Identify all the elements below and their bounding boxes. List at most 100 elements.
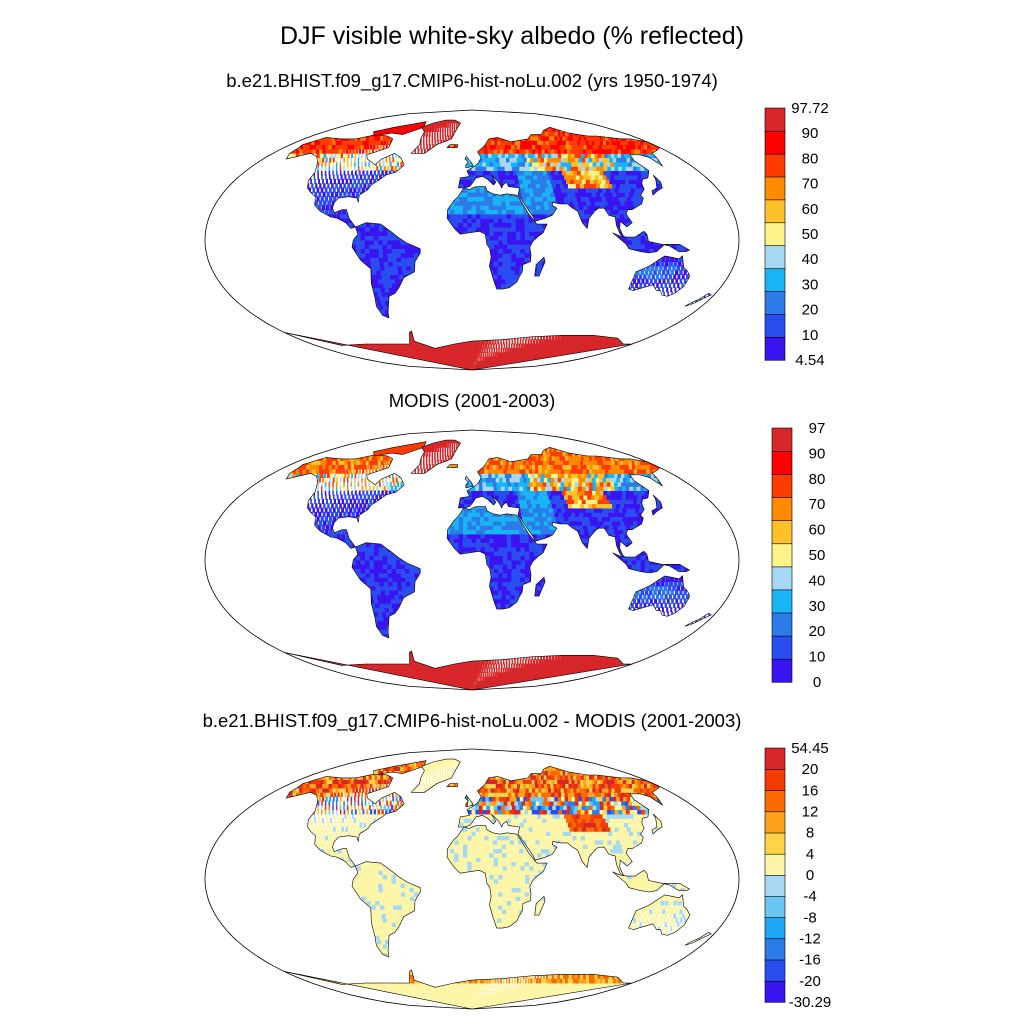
globe-outline bbox=[204, 429, 740, 691]
colorbar-swatch bbox=[771, 520, 793, 545]
colorbar-swatch bbox=[764, 832, 786, 855]
colorbar-swatch bbox=[771, 658, 793, 683]
colorbar-label: 80 bbox=[802, 150, 819, 167]
panel-3-title: b.e21.BHIST.f09_g17.CMIP6-hist-noLu.002 … bbox=[202, 710, 742, 731]
colorbar-swatch bbox=[771, 427, 793, 452]
coastline-britain bbox=[464, 155, 474, 169]
coastline-africa bbox=[446, 825, 548, 929]
globe-outline bbox=[204, 748, 740, 1010]
colorbar-swatch bbox=[764, 768, 786, 792]
colorbar-swatch bbox=[771, 589, 793, 614]
coastline-antarctica bbox=[284, 969, 633, 1009]
colorbar-1: 4.54 10 20 30 40 50 60 70 80 90 97.72 bbox=[764, 100, 829, 369]
colorbar-label: -8 bbox=[803, 909, 816, 926]
coastline-japan bbox=[651, 494, 663, 516]
colorbar-label: 50 bbox=[809, 547, 826, 564]
colorbar-label: 60 bbox=[809, 522, 826, 539]
colorbar-swatch bbox=[764, 895, 786, 919]
coastline-africa bbox=[446, 506, 548, 610]
coastline-japan bbox=[651, 813, 663, 835]
colorbar-label: 50 bbox=[802, 226, 819, 243]
map-panel-3: -30.29 -20 -16 -12 -8 -4 0 4 8 12 16 20 54.45 bbox=[204, 740, 832, 1011]
colorbar-swatch bbox=[764, 980, 786, 1003]
map-panel-2: 0 10 20 30 40 50 60 70 80 90 97 bbox=[204, 420, 826, 691]
colorbar-label: 10 bbox=[802, 327, 819, 344]
colorbar-swatch bbox=[764, 222, 786, 247]
colorbar-swatch bbox=[771, 450, 793, 475]
colorbar-label: 16 bbox=[802, 782, 819, 799]
colorbar-label: -30.29 bbox=[789, 994, 832, 1011]
colorbar-swatch bbox=[764, 290, 786, 315]
colorbar-label: 90 bbox=[809, 445, 826, 462]
colorbar-label: 8 bbox=[806, 825, 814, 842]
colorbar-label: 70 bbox=[809, 496, 826, 513]
coastline-southamerica bbox=[351, 542, 421, 639]
colorbar-label: 20 bbox=[802, 302, 819, 319]
coastline-antarctica bbox=[284, 330, 633, 370]
colorbar-label: 40 bbox=[809, 572, 826, 589]
coastline-northamerica bbox=[285, 454, 405, 549]
colorbar-label: 90 bbox=[802, 125, 819, 142]
coastline-newzealand bbox=[684, 293, 712, 307]
colorbar-swatch bbox=[764, 959, 786, 982]
coastline-australia bbox=[628, 575, 691, 617]
coastline-greenland bbox=[410, 439, 461, 474]
colorbar-swatch bbox=[764, 916, 786, 940]
colorbar-swatch bbox=[764, 199, 786, 224]
colorbar-label: 0 bbox=[813, 674, 821, 691]
coastline-newzealand bbox=[684, 613, 712, 627]
colorbar-swatch bbox=[764, 176, 786, 201]
map-panel-1: 4.54 10 20 30 40 50 60 70 80 90 97.72 bbox=[204, 100, 829, 371]
coastline-africa bbox=[446, 186, 548, 290]
colorbar-label: 30 bbox=[802, 276, 819, 293]
coastline-madagascar bbox=[534, 256, 546, 277]
coastline-indonesia bbox=[612, 230, 691, 254]
coastline-northamerica bbox=[285, 134, 405, 229]
colorbar-swatch bbox=[764, 268, 786, 292]
colorbar-label: 20 bbox=[809, 623, 826, 640]
coastline-southamerica bbox=[351, 861, 421, 958]
colorbar-swatch bbox=[771, 612, 793, 637]
colorbar-label: 10 bbox=[809, 649, 826, 666]
albedo-field-3 bbox=[284, 758, 712, 1009]
colorbar-label: 70 bbox=[802, 176, 819, 193]
colorbar-swatch bbox=[764, 336, 786, 361]
colorbar-swatch bbox=[764, 853, 786, 876]
coastline-australia bbox=[628, 255, 691, 297]
coastline-madagascar bbox=[534, 576, 546, 597]
coastline-antarctica bbox=[284, 650, 633, 690]
colorbar-swatch bbox=[764, 107, 786, 132]
colorbar-swatch bbox=[764, 938, 786, 961]
coastline-eurasia bbox=[458, 126, 663, 239]
coastline-britain bbox=[464, 794, 474, 808]
coastline-greenland bbox=[410, 758, 461, 793]
colorbar-swatch bbox=[771, 543, 793, 568]
coastline-northamerica bbox=[285, 773, 405, 868]
colorbar-label: 97 bbox=[809, 420, 826, 437]
coastline-indonesia bbox=[612, 550, 691, 574]
colorbar-swatch bbox=[771, 635, 793, 660]
colorbar-label: -12 bbox=[799, 931, 821, 948]
coastline-iceland bbox=[446, 144, 459, 148]
colorbar-label: -20 bbox=[799, 973, 821, 990]
coastline-southamerica bbox=[351, 222, 421, 319]
colorbar-3: -30.29 -20 -16 -12 -8 -4 0 4 8 12 16 20 54.45 bbox=[764, 740, 832, 1011]
colorbar-label: 0 bbox=[806, 867, 814, 884]
panel-2-title: MODIS (2001-2003) bbox=[388, 390, 556, 411]
colorbar-swatch bbox=[764, 245, 786, 270]
colorbar-label: -4 bbox=[803, 888, 816, 905]
colorbar-swatch bbox=[771, 473, 793, 498]
coastline-japan bbox=[651, 174, 663, 196]
coastline-britain bbox=[464, 475, 474, 489]
colorbar-label: 4.54 bbox=[795, 352, 824, 369]
coastline-eurasia bbox=[458, 446, 663, 559]
coastline-iceland bbox=[446, 783, 459, 787]
colorbar-label: 80 bbox=[809, 471, 826, 488]
colorbar-label: 12 bbox=[802, 804, 819, 821]
coastline-indonesia bbox=[612, 869, 691, 893]
coastline-newzealand bbox=[684, 932, 712, 946]
colorbar-2: 0 10 20 30 40 50 60 70 80 90 97 bbox=[771, 420, 826, 691]
coastline-iceland bbox=[446, 464, 459, 468]
